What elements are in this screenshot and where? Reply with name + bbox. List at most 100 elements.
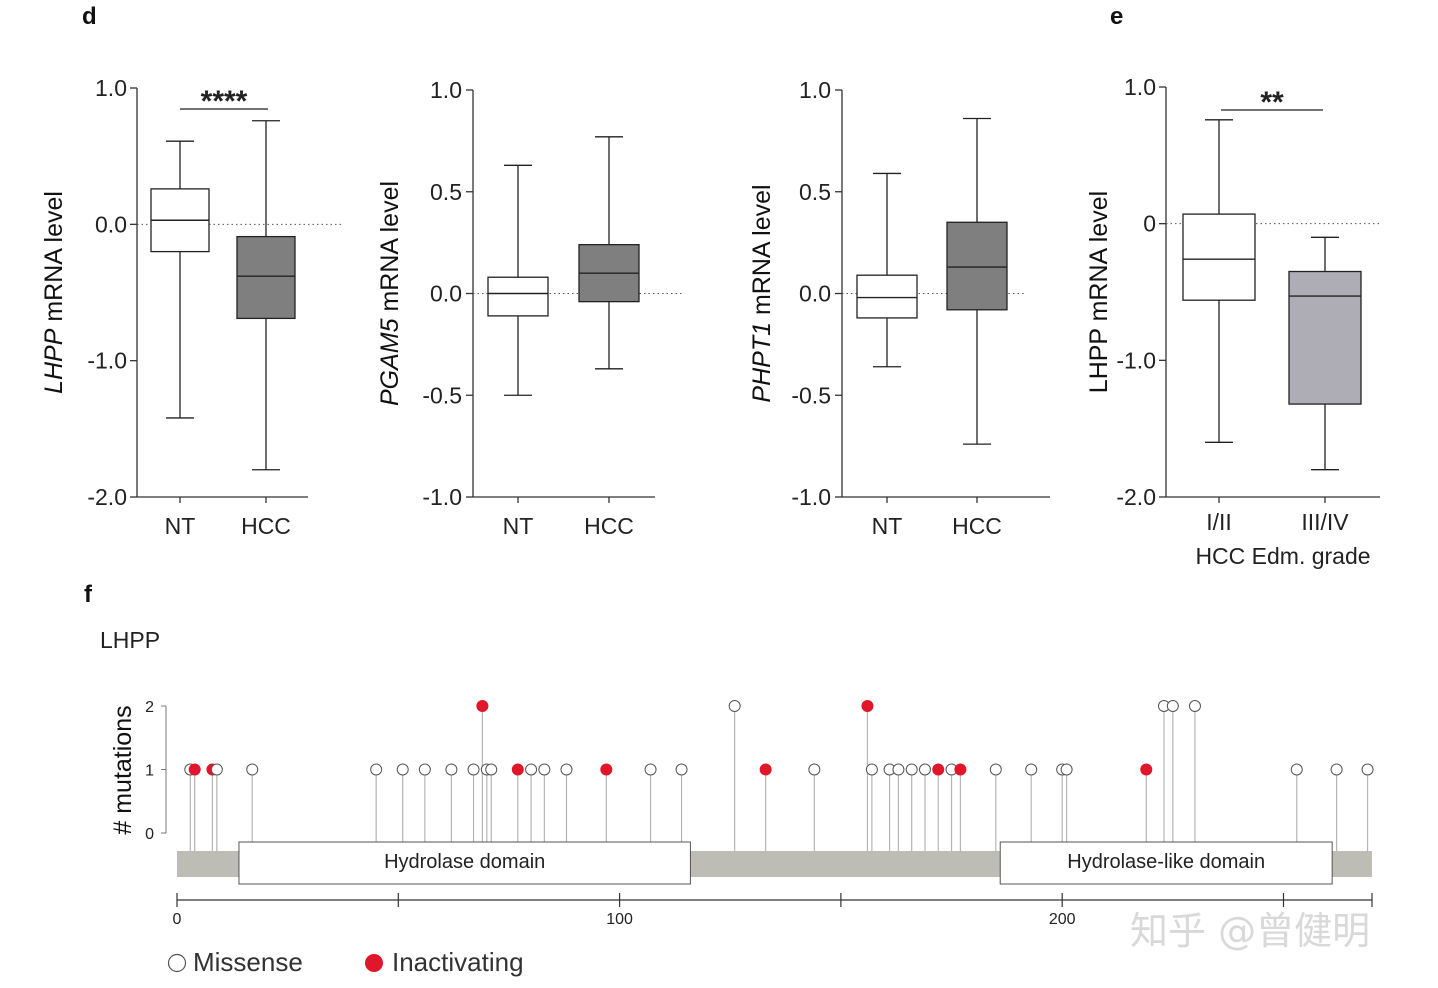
mutation-point-missense [370, 763, 383, 776]
mutation-point-missense [808, 763, 821, 776]
y-axis-title-text: LHPP mRNA level [1085, 191, 1113, 393]
panel-label-e: e [1110, 3, 1123, 30]
mutation-point-missense [1330, 763, 1343, 776]
mutation-point-missense [989, 763, 1002, 776]
mutation-point-missense [485, 763, 498, 776]
mutation-point-missense [675, 763, 688, 776]
significance-stars: **** [201, 85, 248, 118]
mutation-point-missense [445, 763, 458, 776]
x-tick-label: 0 [173, 911, 182, 928]
mutation-point-missense [525, 763, 538, 776]
mutation-point-missense [1060, 763, 1073, 776]
mutation-point-missense [396, 763, 409, 776]
watermark: 知乎 @曾健明 [1130, 909, 1370, 953]
box-plots: 1.0 0.0 -1.0 -2.0 NT HCC LHPP mRNA level **** 1.… [40, 74, 1380, 569]
y-tick-label: 0.5 [799, 179, 831, 205]
mutation-point-missense [1166, 700, 1179, 712]
box-I/II [1182, 213, 1256, 301]
y-tick-label: 0.0 [95, 211, 127, 237]
box-panel-4: 1.0 0 -1.0 -2.0 I/II III/IV LHPP mRNA level HCC… [1085, 74, 1380, 569]
y-tick-label: 0 [145, 826, 154, 843]
x-axis-title: HCC Edm. grade [1195, 543, 1370, 569]
y-axis-title: PHPT1 mRNA level [748, 184, 776, 402]
box-panel-3: 1.0 0.5 0.0 -0.5 -1.0 NT HCC PHPT1 mRNA level [748, 77, 1050, 539]
y-tick-label: -0.5 [422, 382, 462, 408]
box-panel-2: 1.0 0.5 0.0 -0.5 -1.0 NT HCC PGAM5 mRNA level [376, 77, 684, 539]
panel-label-f: f [84, 581, 93, 608]
box-HCC [946, 221, 1008, 311]
mutation-point-missense [418, 763, 431, 776]
box-panel-1: 1.0 0.0 -1.0 -2.0 NT HCC LHPP mRNA level **** [40, 75, 344, 539]
y-axis-title: LHPP mRNA level [1085, 191, 1113, 393]
domain-label: Hydrolase domain [384, 851, 545, 873]
mutation-point-inactivating [600, 763, 613, 776]
x-tick-label: 100 [606, 911, 633, 928]
domain-box [999, 841, 1333, 885]
domain-label: Hydrolase-like domain [1067, 851, 1265, 873]
box-HCC [236, 235, 296, 320]
x-tick-label: NT [872, 513, 903, 539]
lollipop-plot: LHPP 2 1 0 # mutations Hydrolase domain Hydrol… [100, 627, 1374, 977]
y-tick-label: 1.0 [799, 77, 831, 103]
y-tick-label: 0.0 [799, 281, 831, 307]
mutation-point-missense [918, 763, 931, 776]
y-tick-label: -1.0 [87, 348, 127, 374]
y-axis-title-gene: PHPT1 [748, 322, 776, 403]
y-tick-label: -1.0 [422, 484, 462, 510]
mutation-point-missense [865, 763, 878, 776]
x-tick-label: HCC [241, 513, 291, 539]
y-tick-label: 0.5 [430, 179, 462, 205]
y-tick-label: 0.0 [430, 281, 462, 307]
legend-inactivating-marker [365, 954, 383, 972]
legend-inactivating-label: Inactivating [392, 947, 524, 977]
panel-label-d: d [82, 3, 97, 30]
y-axis-title: # mutations [109, 705, 137, 834]
mutation-point-inactivating [511, 763, 524, 776]
y-axis-title: PGAM5 mRNA level [376, 181, 404, 406]
mutation-point-inactivating [476, 700, 489, 712]
y-tick-label: 1 [145, 763, 154, 780]
mutation-point-missense [892, 763, 905, 776]
y-tick-label: 2 [145, 699, 154, 716]
mutation-point-inactivating [1140, 763, 1153, 776]
box-III/IV [1288, 270, 1362, 405]
mutation-point-inactivating [759, 763, 772, 776]
y-tick-label: 1.0 [95, 75, 127, 101]
y-axis-title-gene: PGAM5 [376, 318, 404, 406]
significance-stars: ** [1260, 86, 1284, 119]
box-NT [856, 274, 918, 319]
mutation-point-missense [560, 763, 573, 776]
mutation-point-missense [538, 763, 551, 776]
mutation-point-missense [728, 700, 741, 712]
mutation-point-missense [1290, 763, 1303, 776]
mutation-point-missense [246, 763, 259, 776]
y-tick-label: -0.5 [791, 382, 831, 408]
y-tick-label: -2.0 [1116, 484, 1156, 510]
y-axis-title: LHPP mRNA level [40, 191, 68, 394]
mutation-point-missense [644, 763, 657, 776]
mutation-point-missense [1361, 763, 1374, 776]
domain-box [238, 841, 691, 885]
y-tick-label: 1.0 [1124, 74, 1156, 100]
y-axis-title-gene: LHPP [40, 328, 68, 394]
box-NT [487, 276, 549, 317]
x-tick-label: NT [165, 513, 196, 539]
mutation-point-missense [1188, 700, 1201, 712]
legend-missense-label: Missense [193, 947, 303, 977]
protein-title: LHPP [100, 627, 160, 653]
mutation-point-inactivating [188, 763, 201, 776]
x-tick-label: HCC [952, 513, 1002, 539]
x-tick-label: 200 [1049, 911, 1076, 928]
mutation-point-missense [467, 763, 480, 776]
x-tick-label: NT [503, 513, 534, 539]
x-tick-label: III/IV [1301, 509, 1349, 535]
y-tick-label: 1.0 [430, 77, 462, 103]
y-axis-title-text: mRNA level [40, 191, 68, 329]
y-tick-label: 0 [1143, 211, 1156, 237]
mutation-point-inactivating [954, 763, 967, 776]
y-axis-title-text: mRNA level [376, 181, 404, 319]
mutation-point-missense [905, 763, 918, 776]
mutation-point-missense [210, 763, 223, 776]
y-tick-label: -1.0 [791, 484, 831, 510]
